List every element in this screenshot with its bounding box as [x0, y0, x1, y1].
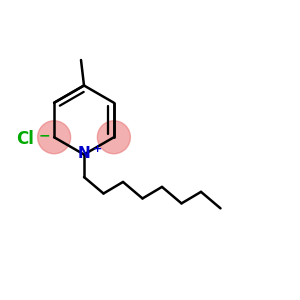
Text: −: −: [39, 129, 50, 142]
Text: N: N: [78, 146, 90, 160]
Circle shape: [38, 121, 70, 154]
Text: Cl: Cl: [16, 130, 34, 148]
Circle shape: [98, 121, 130, 154]
Text: +: +: [93, 143, 102, 154]
